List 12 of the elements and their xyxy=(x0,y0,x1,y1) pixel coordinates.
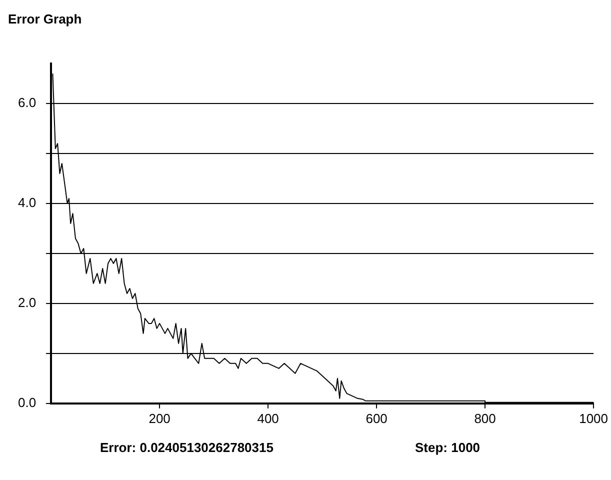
y-tick-label: 2.0 xyxy=(18,295,36,310)
text: Step: 1000 xyxy=(415,440,480,455)
text: Error: 0.02405130262780315 xyxy=(100,440,274,455)
x-tick-label: 600 xyxy=(366,410,388,426)
x-tick-label: 1000 xyxy=(579,410,608,426)
chart-title: Error Graph xyxy=(8,11,82,26)
y-tick-label: 0.0 xyxy=(18,394,36,410)
y-tick-label: 4.0 xyxy=(18,195,36,210)
y-tick-label: 6.0 xyxy=(18,95,36,110)
x-tick-label: 800 xyxy=(474,410,496,426)
x-tick-label: 400 xyxy=(257,410,279,426)
x-tick-label: 200 xyxy=(148,410,170,426)
